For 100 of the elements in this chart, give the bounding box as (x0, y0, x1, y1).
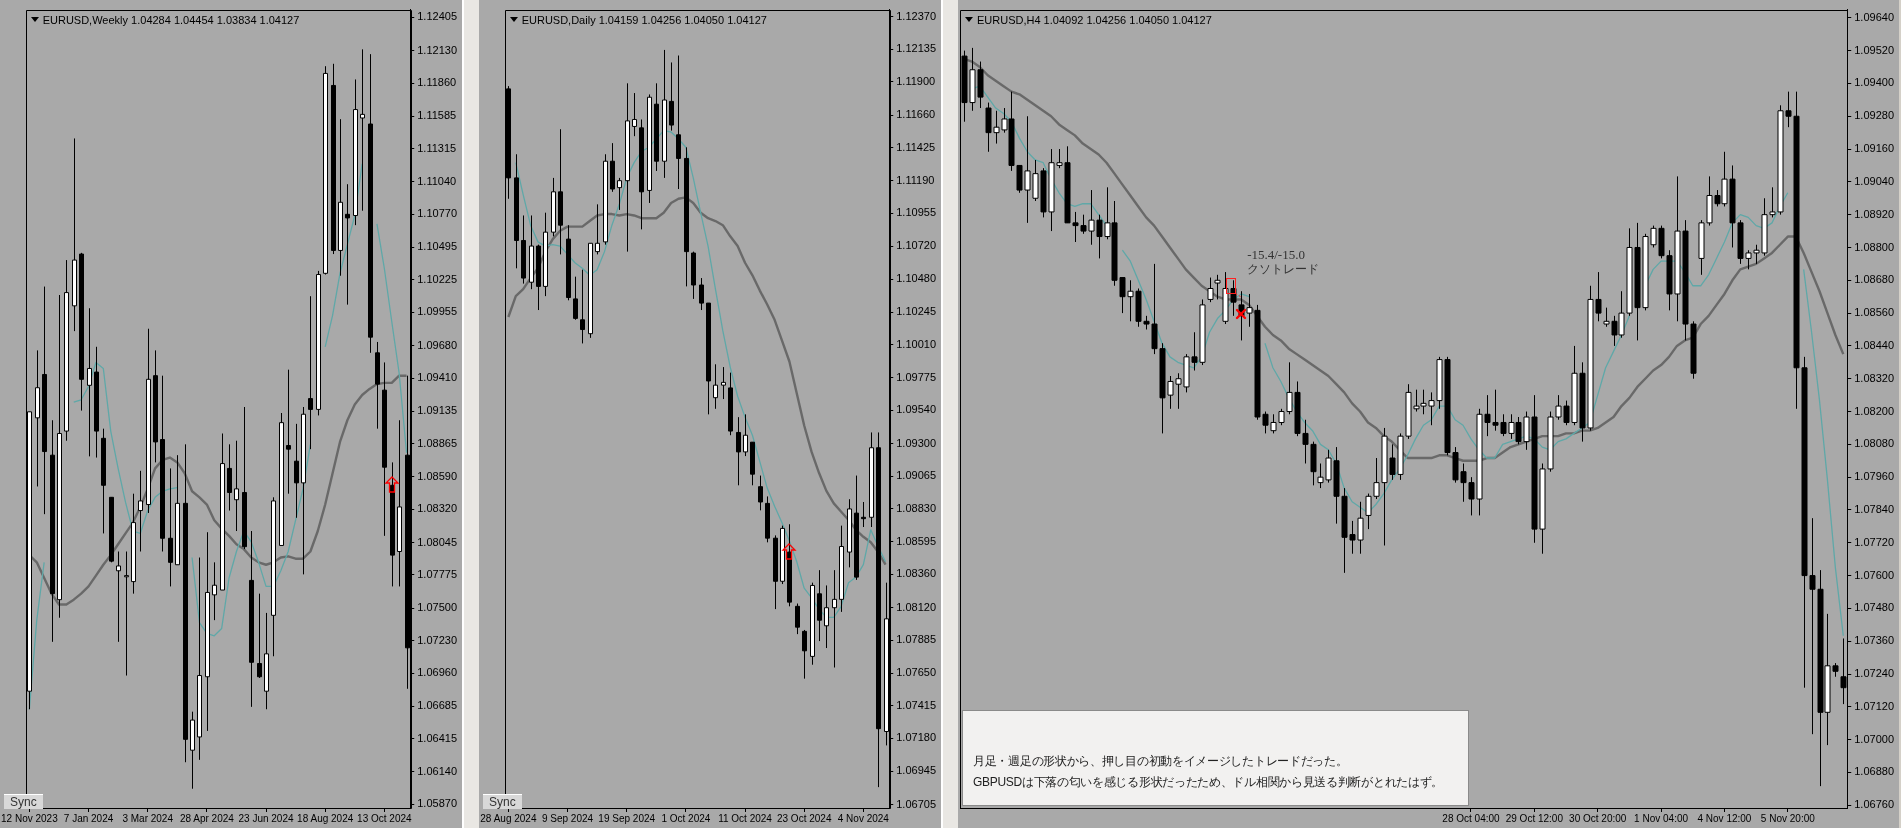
y-tick-label: 1.09160 (1854, 142, 1894, 155)
candlestick (257, 593, 262, 679)
y-tick-label: 1.07840 (1854, 503, 1894, 515)
y-tick-label: 1.10225 (417, 272, 457, 285)
candlestick (286, 369, 291, 495)
y-tick-label: 1.07000 (1854, 732, 1894, 745)
candlestick (294, 423, 299, 519)
y-tick-label: 1.07415 (896, 698, 936, 711)
y-tick-label: 1.11040 (417, 174, 457, 187)
y-tick-label: 1.10720 (896, 239, 936, 252)
y-tick-label: 1.07600 (1854, 568, 1894, 581)
candlestick (138, 470, 143, 552)
x-tick-label: 3 Mar 2024 (122, 812, 174, 824)
y-tick-label: 1.07720 (1854, 535, 1894, 548)
candlestick (617, 177, 622, 211)
annotation: Sync (483, 794, 522, 809)
candlestick (1207, 277, 1214, 303)
candlestick (573, 276, 578, 321)
y-tick-label: 1.12130 (417, 43, 457, 56)
y-tick-label: 1.06960 (417, 666, 457, 679)
x-tick-label: 28 Oct 04:00 (1442, 812, 1501, 824)
y-tick-label: 1.12405 (417, 10, 457, 23)
candlestick (234, 440, 239, 532)
y-tick-label: 1.08800 (1854, 240, 1894, 253)
y-tick-label: 1.09680 (417, 338, 457, 351)
y-tick-label: 1.08120 (896, 600, 936, 613)
y-tick-label: 1.09300 (896, 436, 936, 449)
candlestick (758, 475, 763, 511)
y-tick-label: 1.12135 (896, 42, 936, 55)
candlestick (832, 569, 837, 669)
x-tick-label: 9 Sep 2024 (541, 812, 594, 824)
y-tick-label: 1.09775 (896, 370, 936, 383)
x-tick-label: 12 Nov 2023 (1, 812, 59, 824)
y-tick-label: 1.07500 (417, 601, 457, 614)
x-tick-label: 1 Nov 04:00 (1634, 812, 1689, 824)
candlestick (345, 183, 350, 306)
y-tick-label: 1.09540 (896, 403, 936, 416)
y-tick-label: 1.08320 (417, 502, 457, 515)
y-tick-label: 1.11860 (417, 76, 457, 89)
candlestick (124, 551, 129, 677)
x-tick-label: 28 Apr 2024 (179, 812, 235, 824)
candlestick (669, 61, 674, 132)
y-tick-label: 1.07650 (896, 666, 936, 679)
x-tick-label: 13 Oct 2024 (357, 812, 413, 824)
x-tick-label: 19 Sep 2024 (598, 812, 656, 824)
candlestick (699, 277, 704, 311)
chart-title: EURUSD,Daily 1.04159 1.04256 1.04050 1.04127 (521, 13, 767, 26)
candlestick (743, 413, 748, 457)
x-tick-label: 18 Aug 2024 (297, 812, 354, 824)
candlestick (580, 269, 585, 344)
y-tick-label: 1.09640 (1854, 10, 1894, 23)
chart-title: EURUSD,Weekly 1.04284 1.04454 1.03834 1.04127 (42, 13, 300, 26)
y-tick-label: 1.08200 (1854, 404, 1894, 417)
candlestick (736, 416, 741, 486)
candlestick (360, 48, 365, 212)
x-tick-label: 28 Aug 2024 (480, 812, 537, 824)
y-tick-label: 1.07885 (896, 633, 936, 646)
x-tick-label: 29 Oct 12:00 (1505, 812, 1564, 824)
candlestick (676, 55, 681, 190)
y-tick-label: 1.10955 (896, 206, 936, 219)
candlestick (824, 584, 829, 649)
y-tick-label: 1.07230 (417, 633, 457, 646)
candlestick (802, 629, 807, 680)
candlestick (713, 363, 718, 410)
candlestick (87, 307, 92, 457)
x-tick-label: 4 Nov 12:00 (1697, 812, 1752, 824)
annotation: Sync (4, 794, 43, 809)
candlestick (795, 603, 800, 635)
x-tick-label: 23 Jun 2024 (238, 812, 294, 824)
y-tick-label: 1.08440 (1854, 338, 1894, 351)
y-tick-label: 1.08830 (896, 501, 936, 514)
annotation: -15.4/-15.0 (1247, 246, 1305, 263)
y-tick-label: 1.07180 (896, 731, 936, 744)
x-tick-label: 30 Oct 20:00 (1569, 812, 1627, 824)
y-tick-label: 1.09410 (417, 371, 457, 384)
y-tick-label: 1.06415 (417, 731, 457, 744)
candlestick (1214, 274, 1221, 300)
x-tick-label: 7 Jan 2024 (63, 812, 114, 824)
candlestick (308, 295, 313, 450)
y-tick-label: 1.06945 (896, 764, 936, 777)
candlestick (861, 501, 866, 528)
chart-title: EURUSD,H4 1.04092 1.04256 1.04050 1.04127 (977, 13, 1212, 26)
y-tick-label: 1.07240 (1854, 667, 1894, 680)
y-tick-label: 1.06705 (896, 797, 936, 810)
note-box: 月足・週足の形状から、押し目の初動をイメージしたトレードだった。 GBPUSDは下落の匂いを感じる形状だったため、ドル相関から見送る判断がとれたはず。 (962, 710, 1469, 806)
y-tick-label: 1.08320 (1854, 371, 1894, 384)
candlestick (212, 561, 217, 621)
candlestick (632, 92, 637, 137)
y-tick-label: 1.07360 (1854, 634, 1894, 647)
y-tick-label: 1.09520 (1854, 43, 1894, 56)
x-tick-label: 1 Oct 2024 (661, 812, 711, 824)
y-tick-label: 1.10480 (896, 272, 936, 285)
y-tick-label: 1.06685 (417, 699, 457, 712)
y-tick-label: 1.11660 (896, 108, 936, 121)
y-tick-label: 1.11425 (896, 141, 936, 154)
y-tick-label: 1.08045 (417, 535, 457, 548)
y-tick-label: 1.08590 (417, 469, 457, 482)
y-tick-label: 1.08360 (896, 567, 936, 580)
y-tick-label: 1.12370 (896, 9, 936, 22)
y-tick-label: 1.08560 (1854, 306, 1894, 319)
